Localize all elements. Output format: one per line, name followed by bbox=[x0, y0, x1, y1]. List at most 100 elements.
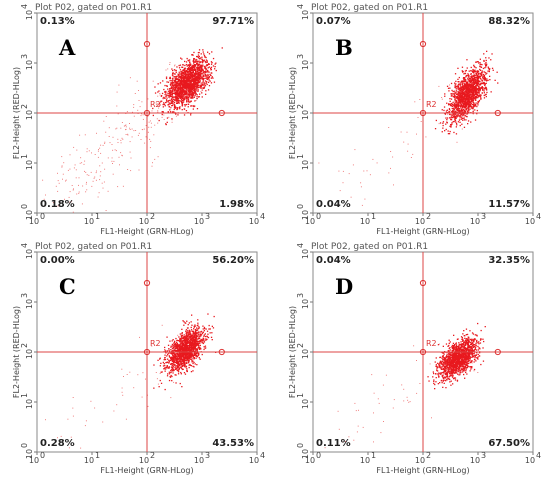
data-point bbox=[172, 86, 174, 88]
data-point bbox=[194, 345, 196, 348]
data-point bbox=[186, 360, 188, 362]
data-point bbox=[451, 105, 453, 107]
data-point bbox=[182, 93, 185, 96]
data-point bbox=[185, 344, 187, 346]
data-point bbox=[194, 86, 196, 89]
data-point bbox=[181, 97, 183, 99]
data-point bbox=[201, 66, 203, 68]
data-point bbox=[193, 361, 195, 364]
data-point bbox=[185, 322, 187, 324]
data-point bbox=[448, 133, 451, 135]
data-point bbox=[177, 369, 179, 371]
data-point bbox=[191, 65, 193, 67]
data-point bbox=[165, 123, 167, 126]
data-point bbox=[179, 366, 181, 368]
data-point bbox=[165, 69, 167, 71]
data-point bbox=[57, 172, 58, 174]
data-point bbox=[468, 92, 470, 94]
data-point bbox=[190, 80, 192, 82]
data-point bbox=[467, 112, 469, 115]
data-point bbox=[457, 109, 460, 111]
data-point bbox=[189, 363, 191, 366]
data-point bbox=[130, 170, 132, 172]
data-point bbox=[207, 78, 209, 80]
data-point bbox=[467, 106, 469, 108]
data-point bbox=[182, 73, 184, 76]
data-point bbox=[211, 339, 213, 341]
data-point bbox=[470, 73, 472, 75]
data-point bbox=[189, 333, 191, 336]
data-point bbox=[455, 89, 457, 91]
data-point bbox=[180, 84, 182, 86]
data-point bbox=[199, 344, 201, 347]
data-point bbox=[117, 142, 119, 143]
data-point bbox=[207, 336, 210, 339]
data-point bbox=[192, 78, 194, 80]
data-point bbox=[453, 111, 455, 113]
data-point bbox=[174, 81, 176, 83]
data-point bbox=[183, 92, 185, 94]
data-point bbox=[205, 90, 207, 92]
data-point bbox=[174, 83, 176, 85]
data-point bbox=[86, 148, 88, 150]
x-tick-label: 10 bbox=[470, 217, 480, 226]
data-point bbox=[173, 101, 176, 104]
data-point bbox=[173, 76, 175, 78]
data-point bbox=[167, 373, 169, 375]
data-point bbox=[453, 116, 455, 118]
data-point bbox=[465, 88, 467, 90]
data-point bbox=[192, 82, 194, 84]
data-point bbox=[180, 81, 182, 83]
data-point bbox=[189, 61, 191, 63]
data-point bbox=[459, 116, 461, 118]
data-point bbox=[471, 89, 473, 91]
data-point bbox=[455, 122, 458, 125]
data-point bbox=[198, 335, 200, 337]
data-point bbox=[468, 84, 470, 86]
data-point bbox=[158, 105, 160, 107]
data-point bbox=[155, 102, 157, 104]
data-point bbox=[182, 98, 184, 100]
data-point bbox=[189, 341, 191, 343]
data-point bbox=[191, 341, 193, 343]
data-point bbox=[184, 73, 186, 75]
data-point bbox=[178, 359, 181, 361]
data-point bbox=[469, 104, 472, 106]
data-point bbox=[475, 87, 477, 89]
data-point bbox=[94, 154, 96, 155]
data-point bbox=[199, 337, 201, 340]
y-tick: 103 bbox=[296, 54, 310, 70]
data-point bbox=[167, 88, 169, 90]
data-point bbox=[177, 98, 180, 100]
data-point bbox=[206, 76, 208, 78]
data-point bbox=[184, 84, 186, 86]
data-point bbox=[464, 78, 466, 80]
data-point bbox=[203, 341, 206, 343]
data-point bbox=[159, 101, 162, 103]
data-point bbox=[191, 76, 193, 78]
data-point bbox=[203, 87, 205, 89]
data-point bbox=[195, 100, 197, 101]
data-point bbox=[192, 331, 194, 334]
data-point bbox=[180, 339, 182, 341]
data-point bbox=[202, 75, 204, 77]
data-point bbox=[485, 64, 487, 67]
data-point bbox=[183, 98, 185, 100]
data-point bbox=[474, 88, 476, 90]
data-point bbox=[186, 337, 188, 339]
data-point bbox=[85, 183, 87, 185]
data-point bbox=[176, 365, 178, 367]
data-point bbox=[57, 180, 59, 182]
data-point bbox=[163, 96, 165, 99]
data-point bbox=[456, 111, 458, 113]
data-point bbox=[475, 72, 477, 74]
data-point bbox=[485, 66, 487, 68]
data-point bbox=[173, 343, 175, 345]
data-point bbox=[63, 162, 65, 164]
data-point bbox=[191, 78, 193, 81]
data-point bbox=[450, 125, 452, 127]
data-point bbox=[206, 71, 208, 73]
data-point bbox=[193, 90, 195, 92]
data-point bbox=[460, 93, 462, 95]
data-point bbox=[165, 96, 167, 98]
